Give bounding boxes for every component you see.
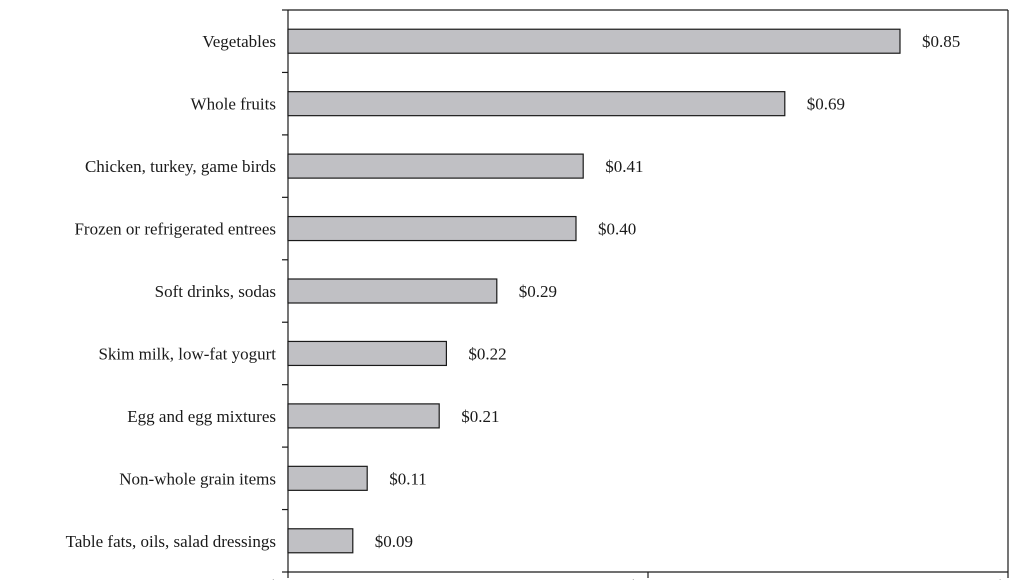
value-label: $0.69 (807, 95, 845, 114)
value-label: $0.40 (598, 220, 636, 239)
value-labels: $0.85 $0.69 $0.41 $0.40 $0.29 $0.22 $0.21 $0.11… (375, 32, 960, 551)
value-label: $0.11 (389, 469, 427, 488)
x-tick-label: $0.00 (269, 577, 307, 580)
value-label: $0.29 (519, 282, 557, 301)
bar (287, 278, 498, 304)
bar (287, 153, 584, 179)
bar (287, 528, 354, 554)
bar (287, 215, 577, 242)
value-label: $0.21 (461, 407, 499, 426)
value-label: $0.85 (922, 32, 960, 51)
bars-group (287, 28, 901, 554)
bar (287, 465, 368, 491)
bar (287, 403, 440, 429)
category-label: Soft drinks, sodas (155, 282, 276, 301)
category-label: Chicken, turkey, game birds (85, 157, 276, 176)
bar (287, 91, 786, 117)
x-tick-label: $1.00 (996, 577, 1034, 580)
value-label: $0.09 (375, 532, 413, 551)
x-tick-label: $0.50 (629, 577, 667, 580)
category-label: Whole fruits (191, 95, 276, 114)
x-axis: $0.00 $0.50 $1.00 (269, 572, 1034, 580)
category-label: Egg and egg mixtures (127, 407, 276, 426)
category-label: Table fats, oils, salad dressings (66, 532, 276, 551)
bar (287, 28, 901, 54)
value-label: $0.22 (468, 344, 506, 363)
bar (287, 340, 447, 367)
value-label: $0.41 (605, 157, 643, 176)
category-label: Non-whole grain items (119, 469, 276, 488)
category-labels: Vegetables Whole fruits Chicken, turkey, g… (66, 32, 277, 551)
category-label: Frozen or refrigerated entrees (74, 220, 276, 239)
category-label: Vegetables (202, 32, 276, 51)
category-label: Skim milk, low-fat yogurt (98, 344, 276, 363)
